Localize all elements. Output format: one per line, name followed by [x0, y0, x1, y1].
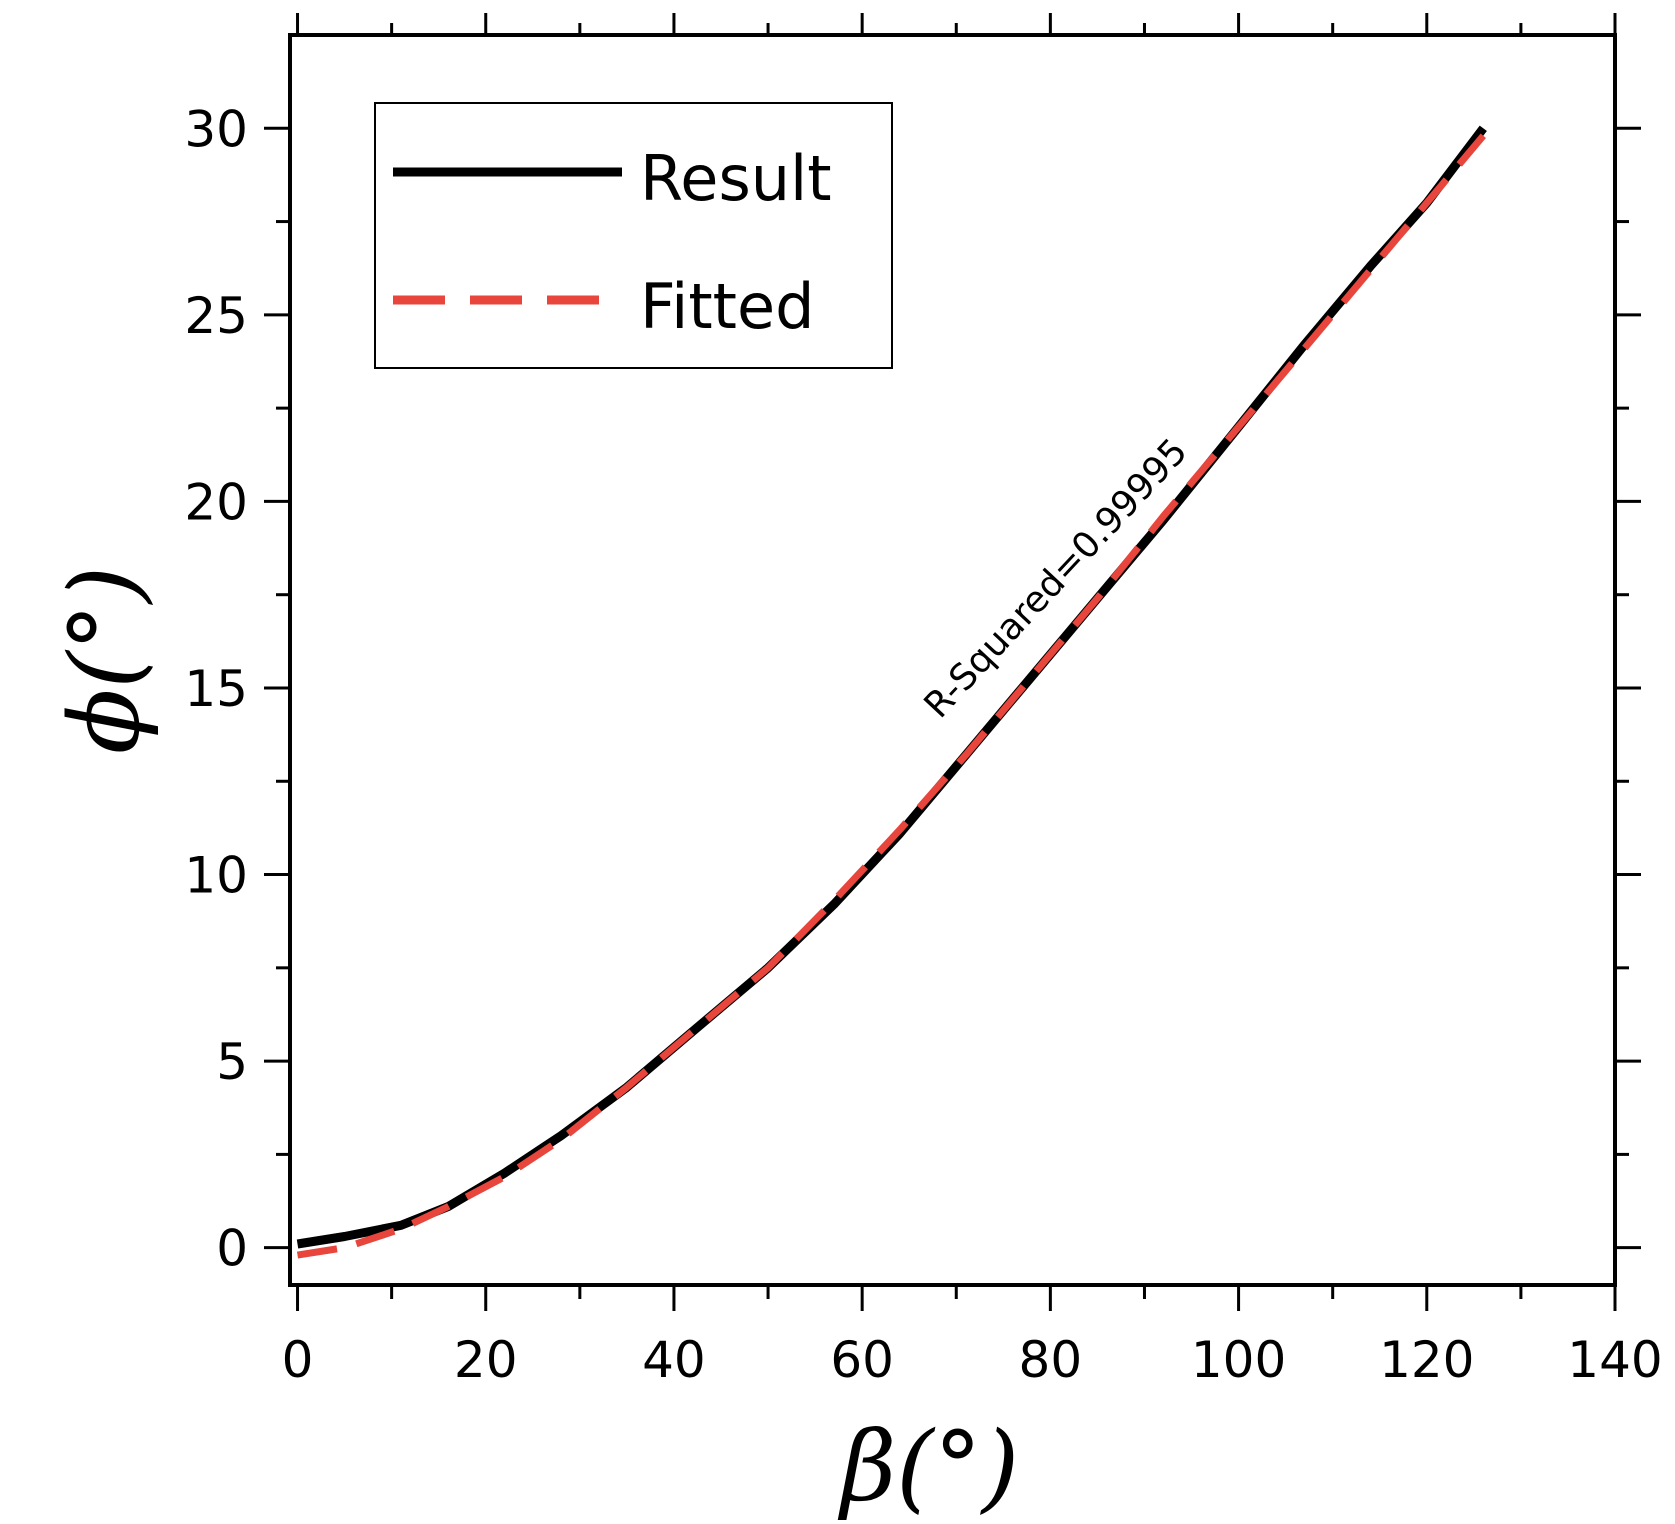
y-axis-title: ϕ(°)	[49, 566, 161, 754]
x-tick-label-80: 80	[1019, 1331, 1083, 1389]
series-layer	[296, 125, 1487, 1259]
legend-label-fitted: Fitted	[640, 270, 815, 343]
x-axis-title: β(°)	[838, 1411, 1019, 1523]
y-tick-label-30: 30	[184, 100, 248, 158]
y-tick-label-20: 20	[184, 473, 248, 531]
x-tick-label-20: 20	[454, 1331, 518, 1389]
y-tick-label-0: 0	[216, 1220, 248, 1278]
r-squared-annotation: R-Squared=0.99995	[917, 431, 1196, 726]
y-tick-label-15: 15	[184, 660, 248, 718]
legend-box	[374, 102, 893, 369]
legend: Result Fitted	[374, 102, 893, 369]
y-tick-label-5: 5	[216, 1033, 248, 1091]
x-tick-label-60: 60	[830, 1331, 894, 1389]
x-tick-label-100: 100	[1191, 1331, 1286, 1389]
y-tick-label-10: 10	[184, 847, 248, 905]
x-tick-label-0: 0	[282, 1331, 314, 1389]
y-tick-label-25: 25	[184, 287, 248, 345]
x-tick-label-40: 40	[642, 1331, 706, 1389]
plot-frame	[288, 33, 1617, 1287]
legend-label-result: Result	[640, 142, 832, 215]
x-tick-label-120: 120	[1379, 1331, 1474, 1389]
x-tick-label-140: 140	[1567, 1331, 1662, 1389]
ticks-layer: 0 20 40 60 80 100 120 140 0 5 10 15 20 25 30	[184, 13, 1663, 1389]
